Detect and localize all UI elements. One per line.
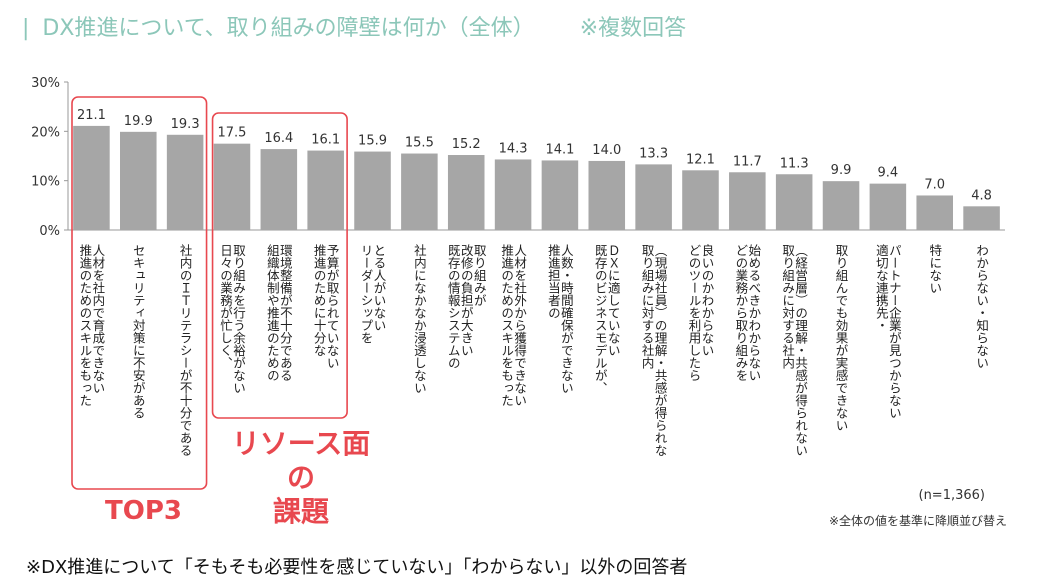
category-label: 組織体制や推進のための xyxy=(265,244,280,382)
bar-value-label: 16.4 xyxy=(264,131,293,146)
bar-value-label: 9.4 xyxy=(878,166,899,181)
y-tick-label: 10% xyxy=(31,175,60,190)
bar-value-label: 19.3 xyxy=(171,117,200,132)
category-label: ＤＸに適していない xyxy=(606,244,621,357)
bar-value-label: 11.7 xyxy=(733,154,762,169)
category-label: 推進のためのスキルをもった xyxy=(77,244,92,407)
bar-value-label: 17.5 xyxy=(217,126,246,141)
bar-value-label: 14.1 xyxy=(545,142,574,157)
bar-value-label: 14.0 xyxy=(592,143,621,158)
bar xyxy=(635,164,672,230)
bar-value-label: 4.8 xyxy=(971,188,992,203)
bar-value-label: 7.0 xyxy=(924,177,945,192)
category-label: セキュリティ対策に不安がある xyxy=(131,244,146,419)
bar xyxy=(120,131,157,230)
bar-value-label: 9.9 xyxy=(831,163,852,178)
y-tick-label: 30% xyxy=(31,76,60,91)
y-tick-label: 20% xyxy=(31,125,60,140)
bar xyxy=(916,195,953,230)
bar-value-label: 19.9 xyxy=(124,114,153,129)
resource-issue-label-line1: リソース面の xyxy=(231,427,371,494)
bar-value-label: 15.9 xyxy=(358,134,387,149)
bar-value-label: 13.3 xyxy=(639,146,668,161)
bar xyxy=(822,181,860,230)
bar xyxy=(588,160,626,230)
y-tick-label: 0% xyxy=(39,224,60,239)
category-label: 人材を社内で育成できない xyxy=(90,244,105,394)
bar xyxy=(541,160,579,230)
chart-title: DX推進について、取り組みの障壁は何か（全体） xyxy=(42,16,535,41)
highlight-box xyxy=(211,112,348,419)
bar xyxy=(869,183,907,230)
category-label: 始めるべきかわからない xyxy=(746,244,761,382)
bar-value-label: 12.1 xyxy=(686,152,715,167)
bar xyxy=(307,150,344,230)
category-label: どの業務から取り組みを xyxy=(733,244,748,382)
bar-value-label: 21.1 xyxy=(77,108,106,123)
bar-value-label: 15.2 xyxy=(452,137,481,152)
category-label: 適切な連携先・ xyxy=(874,243,889,332)
bar xyxy=(260,149,298,230)
category-label: 既存のビジネスモデルが、 xyxy=(593,244,608,394)
category-label: パートナー企業が見つからない xyxy=(887,244,902,419)
highlight-box xyxy=(71,96,208,490)
category-label: 取り組みに対する社内 xyxy=(640,244,655,369)
category-label: 予算が取られていない xyxy=(325,244,340,369)
title-accent-bar: | xyxy=(22,16,30,41)
category-label: 環境整備が不十分である xyxy=(278,244,293,382)
category-label: 特にない xyxy=(927,243,942,294)
bar xyxy=(775,174,813,230)
category-label: 推進のために十分な xyxy=(312,244,327,357)
category-label: 良いのかわからない xyxy=(699,243,714,357)
chart-title-row: | DX推進について、取り組みの障壁は何か（全体） ※複数回答 xyxy=(22,10,686,42)
top3-label: TOP3 xyxy=(105,496,182,526)
category-label: 取り組んでも効果が実感できない xyxy=(834,244,849,432)
bar-value-label: 14.3 xyxy=(499,141,528,156)
category-label: どのツールを利用したら xyxy=(686,244,701,382)
bar-value-label: 11.3 xyxy=(780,156,809,171)
resource-issue-label: リソース面の 課題 xyxy=(221,427,381,529)
category-label: （経営層）の理解・共感が得られない xyxy=(793,244,808,457)
resource-issue-label-line2: 課題 xyxy=(272,495,329,528)
bar xyxy=(73,125,110,230)
bar-value-label: 15.5 xyxy=(405,136,434,151)
sample-size: (n=1,366) xyxy=(918,488,986,503)
category-label: リーダーシップを xyxy=(359,244,374,344)
category-label: 人材を社外から獲得できない xyxy=(512,244,527,407)
bar xyxy=(166,134,204,230)
bar xyxy=(682,170,719,230)
category-label: とる人がいない xyxy=(372,244,387,332)
bar xyxy=(447,155,485,230)
bar xyxy=(729,172,766,230)
category-label: 取り組みが xyxy=(472,244,487,307)
bar xyxy=(213,143,251,230)
bar xyxy=(494,159,532,230)
category-label: 改修の負担が大きい xyxy=(459,244,474,357)
category-label: 日々の業務が忙しく、 xyxy=(218,244,233,369)
multiple-answer-note: ※複数回答 xyxy=(579,16,687,41)
footnote: ※DX推進について「そもそも必要性を感じていない」「わからない」以外の回答者 xyxy=(26,557,688,578)
bar xyxy=(401,153,438,230)
category-label: （現場社員）の理解・共感が得られな xyxy=(653,244,668,457)
sort-note: ※全体の値を基準に降順並び替え xyxy=(828,514,1007,528)
category-label: 推進のためのスキルをもった xyxy=(499,244,514,407)
category-label: 取り組みを行う余裕がない xyxy=(231,244,246,394)
category-label: 推進担当者の xyxy=(546,244,561,319)
bar xyxy=(354,151,391,230)
category-label: 人数・時間確保ができない xyxy=(559,244,574,394)
category-label: 既存の情報システムの xyxy=(446,244,461,369)
bar xyxy=(963,206,1000,230)
category-label: わからない・知らない xyxy=(974,244,989,369)
category-label: 取り組みに対する社内 xyxy=(780,244,795,369)
bar-value-label: 16.1 xyxy=(311,133,340,148)
category-label: 社内のＩＴリテラシーが不十分である xyxy=(178,243,193,457)
category-label: 社内になかなか浸透しない xyxy=(412,243,427,394)
